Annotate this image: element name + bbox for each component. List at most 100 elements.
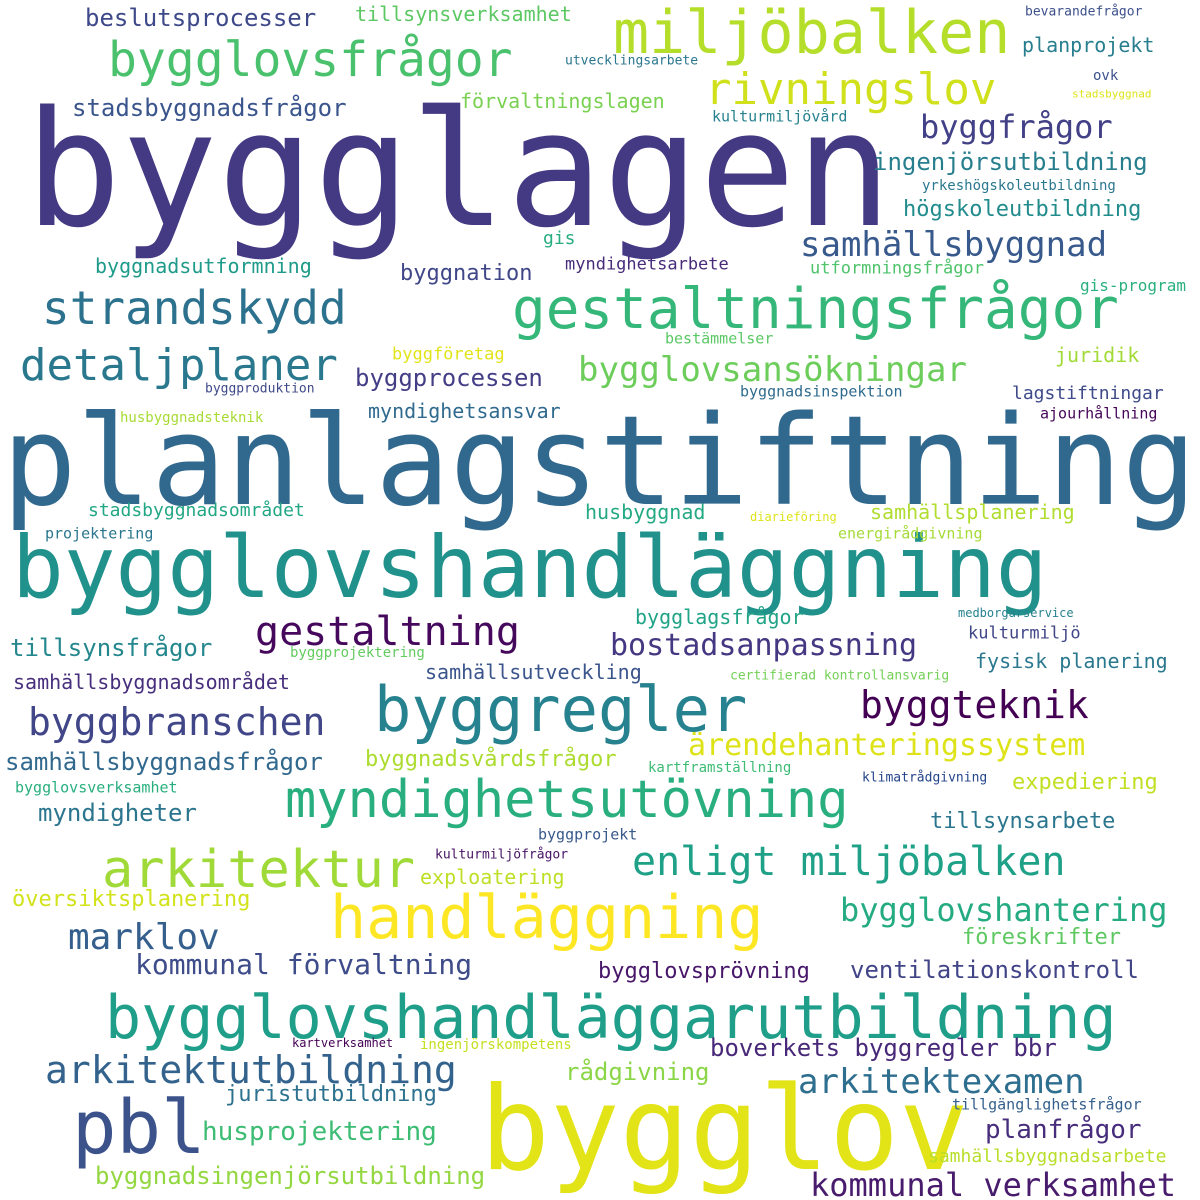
word: medborgarservice	[958, 606, 1074, 620]
word: bygglovsprövning	[598, 959, 810, 984]
word: myndighetsansvar	[368, 399, 561, 423]
word: byggnadsingenjörsutbildning	[95, 1162, 486, 1190]
word: kommunal verksamhet	[810, 1166, 1177, 1200]
word: stadsbyggnadsfrågor	[72, 94, 347, 122]
word: gis	[543, 228, 576, 249]
word: byggnation	[400, 261, 533, 286]
word: kulturmiljö	[968, 623, 1081, 644]
word: bostadsanpassning	[610, 628, 918, 663]
word: husbyggnadsteknik	[120, 410, 264, 426]
word: tillsynsfrågor	[10, 634, 213, 662]
word: kulturmiljövård	[712, 107, 848, 126]
word: diarieföring	[750, 510, 837, 524]
word: ventilationskontroll	[850, 956, 1139, 984]
word: stadsbyggnad	[1072, 87, 1152, 101]
word: bygglovsansökningar	[578, 350, 967, 390]
word: bygglov	[480, 1062, 969, 1197]
word: miljöbalken	[613, 0, 1011, 68]
word: marklov	[68, 917, 220, 958]
word: arkitektexamen	[798, 1062, 1085, 1102]
word: fysisk planering	[975, 649, 1168, 673]
word: ajourhållning	[1040, 404, 1158, 423]
word: samhällsplanering	[870, 500, 1075, 524]
word: juristutbildning	[225, 1082, 437, 1107]
word: husprojektering	[202, 1117, 437, 1147]
word: tillsynsverksamhet	[355, 2, 572, 26]
word: ovk	[1093, 68, 1119, 84]
word: utformningsfrågor	[810, 258, 984, 279]
word: byggföretag	[392, 344, 505, 365]
word: arkitektutbildning	[45, 1048, 457, 1092]
word: gis-program	[1080, 276, 1186, 295]
word: detaljplaner	[20, 340, 338, 391]
word: byggteknik	[860, 683, 1089, 727]
word: juridik	[1055, 343, 1140, 367]
word: samhällsbyggnadsområdet	[13, 670, 290, 694]
word: utvecklingsarbete	[565, 53, 699, 69]
word: ingenjörsutbildning	[873, 148, 1148, 176]
word: stadsbyggnadsområdet	[88, 500, 305, 521]
word: bevarandefrågor	[1025, 4, 1143, 20]
word: ärendehanteringssystem	[688, 728, 1086, 763]
word: bygglagsfrågor	[635, 605, 804, 629]
word: myndighetsutövning	[285, 770, 849, 830]
word: översiktsplanering	[12, 887, 251, 912]
word: byggfrågor	[920, 108, 1113, 146]
word: projektering	[45, 524, 154, 543]
word: ingenjörskompetens	[420, 1037, 572, 1053]
word: byggprojekt	[538, 825, 638, 844]
word: planprojekt	[1022, 33, 1155, 57]
word: bygglovsfrågor	[108, 32, 513, 88]
word: rådgivning	[565, 1058, 710, 1086]
word: byggbranschen	[28, 700, 326, 744]
word: certifierad kontrollansvarig	[730, 668, 950, 684]
word: planlagstiftning	[2, 390, 1197, 534]
word: husbyggnad	[585, 500, 706, 524]
word: kartverksamhet	[292, 1036, 394, 1050]
word: exploatering	[420, 865, 565, 889]
word: högskoleutbildning	[903, 197, 1142, 222]
word: tillgänglighetsfrågor	[952, 1095, 1142, 1114]
word: byggnadsutformning	[95, 254, 312, 278]
word: tillsynsarbete	[930, 809, 1116, 834]
word: enligt miljöbalken	[632, 839, 1066, 885]
word: samhällsbyggnadsarbete	[928, 1146, 1167, 1167]
word: pbl	[72, 1085, 206, 1171]
word: myndigheter	[38, 799, 197, 827]
word: handläggning	[330, 883, 764, 953]
word: föreskrifter	[962, 925, 1121, 950]
word: bygglagen	[25, 76, 892, 263]
word: byggproduktion	[205, 381, 315, 397]
word: klimatrådgivning	[862, 770, 988, 786]
word: yrkeshögskoleutbildning	[922, 178, 1116, 194]
word: kommunal förvaltning	[135, 948, 473, 981]
word: bygglovshandläggning	[12, 518, 1048, 618]
word: beslutsprocesser	[85, 4, 317, 32]
word: byggprojektering	[290, 645, 425, 661]
word: expediering	[1012, 770, 1158, 795]
word: gestaltningsfrågor	[512, 277, 1119, 342]
word: bygglovsverksamhet	[15, 778, 178, 797]
word: planfrågor	[985, 1115, 1142, 1145]
word: arkitektur	[102, 840, 416, 900]
word: byggnadsvårdsfrågor	[365, 747, 617, 772]
word: bygglovshandläggarutbildning	[105, 983, 1117, 1053]
word: byggnadsinspektion	[740, 382, 903, 401]
word: bestämmelser	[665, 329, 774, 348]
word: bygglovshantering	[840, 891, 1168, 929]
word: samhällsbyggnadsfrågor	[5, 748, 323, 776]
word: gestaltning	[255, 609, 520, 655]
word: kartframställning	[648, 760, 792, 776]
word: strandskydd	[42, 281, 347, 335]
word: energirådgivning	[838, 524, 983, 543]
word: rivningslov	[705, 64, 997, 115]
word: förvaltningslagen	[460, 89, 665, 113]
word: myndighetsarbete	[565, 254, 729, 275]
word: byggregler	[374, 673, 748, 746]
word: kulturmiljöfrågor	[435, 847, 569, 863]
word: samhällsbyggnad	[800, 225, 1108, 265]
word: lagstiftningar	[1012, 383, 1164, 404]
word: byggprocessen	[355, 364, 543, 392]
word: samhällsutveckling	[425, 660, 642, 684]
